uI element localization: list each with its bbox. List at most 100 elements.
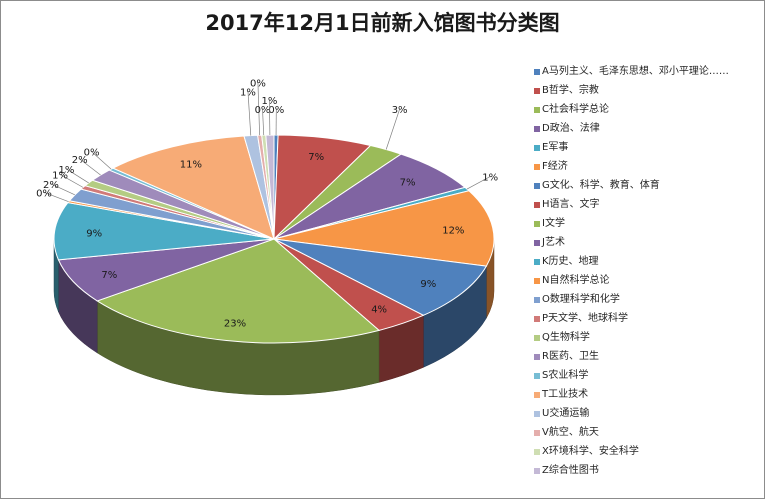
- legend-item: T工业技术: [534, 385, 762, 404]
- leader-line-13: [59, 174, 84, 188]
- legend-label: F经济: [542, 161, 568, 172]
- legend-swatch: [534, 239, 540, 246]
- legend-label: Z综合性图书: [542, 465, 599, 476]
- legend-swatch: [534, 372, 540, 379]
- data-label-7: 4%: [371, 304, 387, 315]
- legend-swatch: [534, 296, 540, 303]
- data-label-15: 2%: [72, 155, 88, 166]
- legend-label: V航空、航天: [542, 427, 599, 438]
- pie-slice-10: [53, 202, 275, 261]
- data-label-4: 1%: [482, 173, 498, 184]
- data-label-19: 0%: [250, 78, 266, 89]
- data-label-1: 7%: [308, 152, 324, 163]
- data-label-2: 3%: [392, 105, 408, 116]
- legend-label: K历史、地理: [542, 256, 599, 267]
- leader-line-14: [66, 168, 89, 184]
- legend-label: H语言、文字: [542, 199, 600, 210]
- legend-label: U交通运输: [542, 408, 590, 419]
- legend-label: T工业技术: [542, 389, 589, 400]
- legend-item: F经济: [534, 157, 762, 176]
- pie-slice-17: [111, 135, 275, 240]
- legend-label: X环境科学、安全科学: [542, 446, 639, 457]
- legend-swatch: [534, 391, 540, 398]
- legend-item: J艺术: [534, 233, 762, 252]
- data-label-16: 0%: [84, 148, 100, 159]
- legend-label: Q生物科学: [542, 332, 590, 343]
- legend-swatch: [534, 467, 540, 474]
- legend-swatch: [534, 163, 540, 170]
- legend-item: X环境科学、安全科学: [534, 442, 762, 461]
- legend-item: C社会科学总论: [534, 100, 762, 119]
- data-label-13: 1%: [52, 170, 68, 181]
- legend-swatch: [534, 201, 540, 208]
- legend-item: Q生物科学: [534, 328, 762, 347]
- data-label-3: 7%: [400, 178, 416, 189]
- legend-swatch: [534, 258, 540, 265]
- pie-slice-6: [273, 238, 488, 316]
- legend-item: U交通运输: [534, 404, 762, 423]
- legend-item: S农业科学: [534, 366, 762, 385]
- pie-slice-8: [96, 238, 381, 344]
- legend-label: E军事: [542, 142, 569, 153]
- legend-label: S农业科学: [542, 370, 589, 381]
- data-label-20: 0%: [255, 105, 271, 116]
- legend-item: V航空、航天: [534, 423, 762, 442]
- data-label-17: 11%: [180, 159, 202, 170]
- legend-label: G文化、科学、教育、体育: [542, 180, 660, 191]
- legend-item: E军事: [534, 138, 762, 157]
- legend-swatch: [534, 277, 540, 284]
- legend-label: I文学: [542, 218, 565, 229]
- legend-swatch: [534, 315, 540, 322]
- legend-label: A马列主义、毛泽东思想、邓小平理论……: [542, 66, 729, 77]
- legend-label: R医药、卫生: [542, 351, 599, 362]
- legend: A马列主义、毛泽东思想、邓小平理论…… B哲学、宗教 C社会科学总论 D政治、法律 E军…: [534, 62, 762, 480]
- legend-label: J艺术: [542, 237, 565, 248]
- legend-label: P天文学、地球科学: [542, 313, 629, 324]
- legend-swatch: [534, 68, 540, 75]
- pie-labels: 0%7%3%7% 1%12%9%4%23%7%9%0%2%1%1%2%0%11%1…: [36, 78, 498, 329]
- leader-line-19: [257, 82, 260, 136]
- legend-label: C社会科学总论: [542, 104, 609, 115]
- pie-slice-5: [273, 190, 495, 267]
- data-label-0: 0%: [268, 105, 284, 116]
- leader-line-15: [79, 158, 101, 176]
- pie-top: [53, 134, 495, 344]
- leader-line-4: [466, 176, 491, 190]
- data-label-5: 12%: [442, 226, 464, 237]
- legend-item: G文化、科学、教育、体育: [534, 176, 762, 195]
- data-label-9: 7%: [101, 270, 117, 281]
- leader-line-16: [91, 151, 112, 170]
- data-label-10: 9%: [86, 228, 102, 239]
- leader-line-20: [262, 109, 265, 136]
- data-label-6: 9%: [420, 279, 436, 290]
- legend-item: D政治、法律: [534, 119, 762, 138]
- chart-title: 2017年12月1日前新入馆图书分类图: [205, 11, 560, 35]
- legend-item: A马列主义、毛泽东思想、邓小平理论……: [534, 62, 762, 81]
- leader-line-2: [385, 109, 400, 150]
- legend-item: I文学: [534, 214, 762, 233]
- data-label-12: 2%: [43, 180, 59, 191]
- legend-swatch: [534, 220, 540, 227]
- legend-swatch: [534, 87, 540, 94]
- data-label-18: 1%: [240, 88, 256, 99]
- legend-label: N自然科学总论: [542, 275, 610, 286]
- legend-swatch: [534, 144, 540, 151]
- legend-swatch: [534, 125, 540, 132]
- data-label-11: 0%: [36, 188, 52, 199]
- legend-item: P天文学、地球科学: [534, 309, 762, 328]
- legend-item: K历史、地理: [534, 252, 762, 271]
- legend-swatch: [534, 353, 540, 360]
- data-label-14: 1%: [59, 165, 75, 176]
- legend-swatch: [534, 106, 540, 113]
- legend-label: O数理科学和化学: [542, 294, 620, 305]
- legend-label: B哲学、宗教: [542, 85, 599, 96]
- legend-item: N自然科学总论: [534, 271, 762, 290]
- legend-swatch: [534, 334, 540, 341]
- legend-swatch: [534, 448, 540, 455]
- legend-item: Z综合性图书: [534, 461, 762, 480]
- legend-item: H语言、文字: [534, 195, 762, 214]
- legend-label: D政治、法律: [542, 123, 600, 134]
- legend-item: B哲学、宗教: [534, 81, 762, 100]
